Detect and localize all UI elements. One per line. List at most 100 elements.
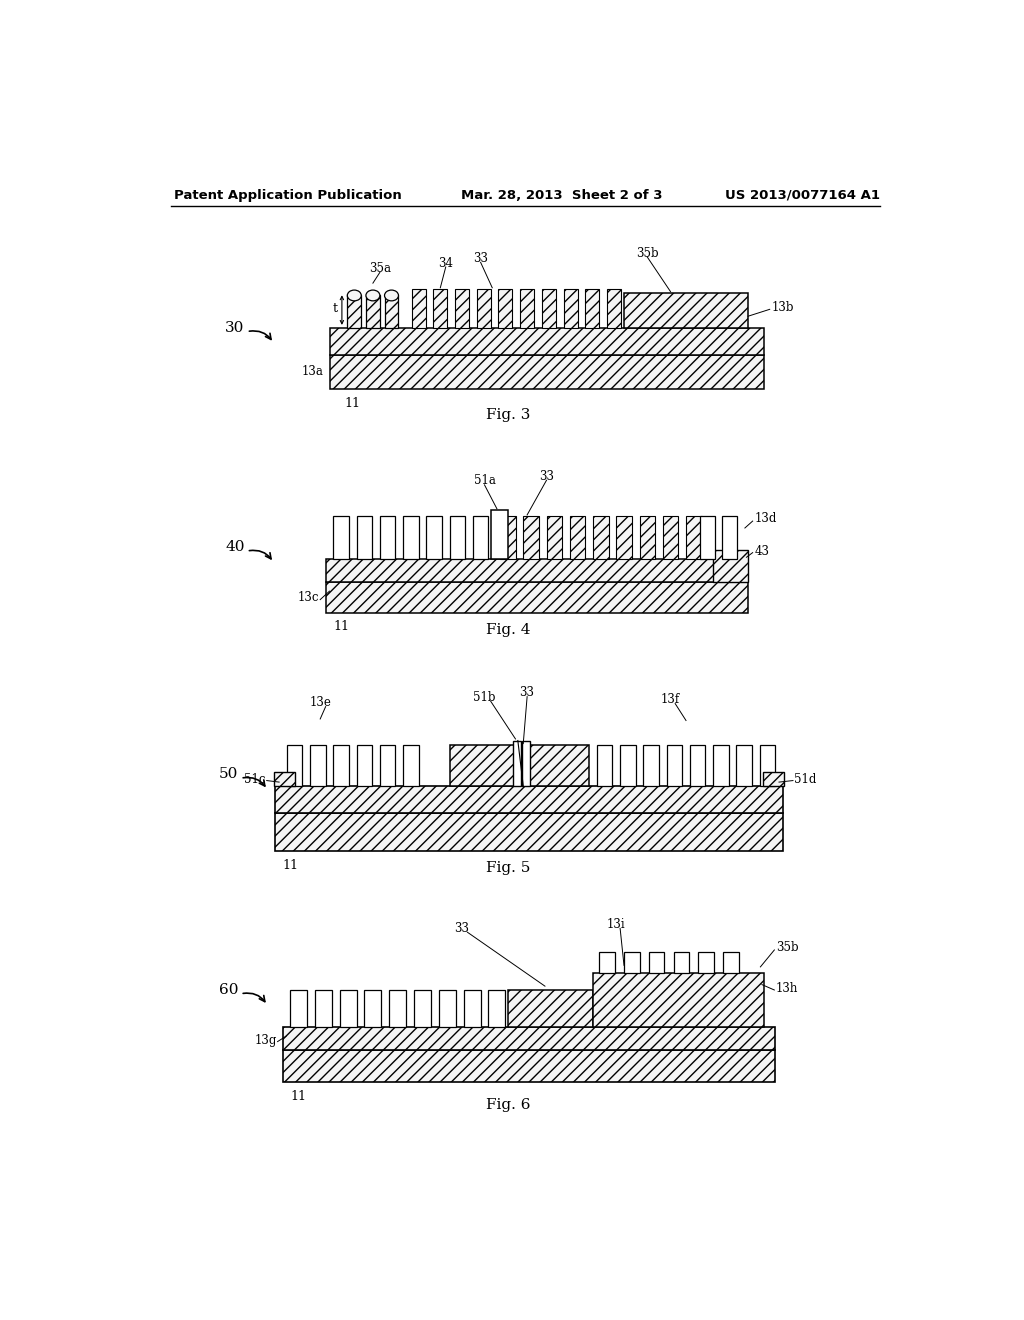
Text: t: t xyxy=(332,302,337,315)
Bar xyxy=(273,772,295,785)
Bar xyxy=(283,1051,775,1082)
Text: 34: 34 xyxy=(438,256,454,269)
Bar xyxy=(522,741,530,785)
Bar xyxy=(326,582,748,612)
Bar xyxy=(736,744,752,785)
Text: 50: 50 xyxy=(219,767,239,781)
Text: 13a: 13a xyxy=(301,366,324,379)
Text: Mar. 28, 2013  Sheet 2 of 3: Mar. 28, 2013 Sheet 2 of 3 xyxy=(461,189,663,202)
Text: Fig. 3: Fig. 3 xyxy=(485,408,530,422)
Bar xyxy=(624,293,748,327)
Ellipse shape xyxy=(347,290,361,301)
Bar xyxy=(340,990,356,1027)
Text: 51b: 51b xyxy=(473,690,496,704)
Bar xyxy=(649,952,665,973)
Text: 13g: 13g xyxy=(254,1035,276,1047)
Bar xyxy=(488,990,506,1027)
Text: 11: 11 xyxy=(345,397,360,409)
Text: 13i: 13i xyxy=(607,917,626,931)
Bar xyxy=(599,952,614,973)
Bar xyxy=(640,516,655,558)
Text: 51a: 51a xyxy=(473,474,496,487)
Bar xyxy=(366,296,380,327)
Text: 33: 33 xyxy=(519,686,535,700)
Bar xyxy=(593,516,608,558)
Bar xyxy=(334,516,349,558)
Bar xyxy=(450,744,589,785)
Bar xyxy=(403,744,419,785)
Bar xyxy=(330,327,764,355)
Ellipse shape xyxy=(366,290,380,301)
Text: 33: 33 xyxy=(454,921,469,935)
Bar xyxy=(275,785,783,813)
Bar xyxy=(523,516,539,558)
Text: 33: 33 xyxy=(539,470,554,483)
Bar xyxy=(563,289,578,327)
Bar xyxy=(520,289,535,327)
Text: 60: 60 xyxy=(219,983,239,997)
Text: 13d: 13d xyxy=(755,512,776,525)
Bar xyxy=(356,744,372,785)
Bar xyxy=(389,990,407,1027)
Bar xyxy=(763,772,784,785)
Text: 35a: 35a xyxy=(369,261,391,275)
Bar xyxy=(473,516,488,558)
Bar xyxy=(380,516,395,558)
Text: 35b: 35b xyxy=(776,941,799,954)
Bar xyxy=(347,296,361,327)
Text: 33: 33 xyxy=(473,252,488,265)
Bar xyxy=(477,289,490,327)
Bar xyxy=(713,549,748,582)
Text: 13f: 13f xyxy=(660,693,680,706)
Text: Fig. 6: Fig. 6 xyxy=(485,1098,530,1113)
Bar xyxy=(569,516,586,558)
Bar xyxy=(365,990,381,1027)
Bar xyxy=(597,744,612,785)
Bar xyxy=(283,1027,775,1051)
Text: Patent Application Publication: Patent Application Publication xyxy=(174,189,402,202)
Bar xyxy=(426,516,442,558)
Bar xyxy=(290,990,307,1027)
Bar xyxy=(334,744,349,785)
Text: 13h: 13h xyxy=(776,982,799,995)
Bar xyxy=(403,516,419,558)
Text: 11: 11 xyxy=(291,1090,306,1102)
Bar xyxy=(414,990,431,1027)
Bar xyxy=(500,516,515,558)
Bar xyxy=(607,289,621,327)
Text: 51d: 51d xyxy=(794,772,816,785)
Text: Fig. 5: Fig. 5 xyxy=(485,862,530,875)
Bar xyxy=(547,516,562,558)
Bar xyxy=(586,289,599,327)
Text: 11: 11 xyxy=(283,859,299,871)
Bar xyxy=(508,990,593,1027)
Bar xyxy=(310,744,326,785)
Bar xyxy=(624,952,640,973)
Bar xyxy=(356,516,372,558)
Text: 13b: 13b xyxy=(771,301,794,314)
Bar xyxy=(760,744,775,785)
Text: 30: 30 xyxy=(225,321,245,335)
Bar xyxy=(621,744,636,785)
Bar xyxy=(330,355,764,389)
Text: 40: 40 xyxy=(225,540,245,554)
Bar xyxy=(674,952,689,973)
Bar xyxy=(663,516,678,558)
Bar xyxy=(433,289,447,327)
Ellipse shape xyxy=(385,290,398,301)
Bar xyxy=(616,516,632,558)
Text: 51c: 51c xyxy=(245,772,266,785)
Bar xyxy=(722,516,737,558)
Text: US 2013/0077164 A1: US 2013/0077164 A1 xyxy=(725,189,880,202)
Text: 43: 43 xyxy=(755,545,769,557)
Bar xyxy=(385,296,398,327)
Bar xyxy=(464,990,480,1027)
Bar xyxy=(723,952,738,973)
Bar xyxy=(698,952,714,973)
Bar xyxy=(275,813,783,851)
Text: 13e: 13e xyxy=(309,696,331,709)
Bar xyxy=(326,558,748,582)
Text: Fig. 4: Fig. 4 xyxy=(485,623,530,638)
Bar xyxy=(700,516,716,558)
Bar xyxy=(438,990,456,1027)
